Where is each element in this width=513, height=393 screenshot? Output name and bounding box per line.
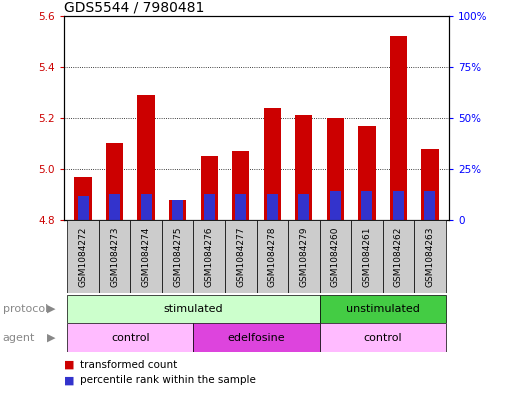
Text: ▶: ▶ — [47, 304, 56, 314]
Bar — [358, 125, 376, 220]
Bar — [172, 200, 183, 220]
Bar — [109, 193, 120, 220]
Text: GSM1084276: GSM1084276 — [205, 226, 214, 286]
Bar — [424, 191, 436, 220]
FancyBboxPatch shape — [99, 220, 130, 293]
FancyBboxPatch shape — [320, 323, 446, 352]
FancyBboxPatch shape — [414, 220, 446, 293]
Text: GSM1084279: GSM1084279 — [299, 226, 308, 286]
Text: GSM1084273: GSM1084273 — [110, 226, 119, 286]
FancyBboxPatch shape — [162, 220, 193, 293]
Bar — [77, 196, 89, 220]
FancyBboxPatch shape — [67, 220, 99, 293]
Text: GSM1084263: GSM1084263 — [425, 226, 435, 286]
FancyBboxPatch shape — [130, 220, 162, 293]
Text: transformed count: transformed count — [80, 360, 177, 370]
Bar — [295, 115, 312, 220]
Text: edelfosine: edelfosine — [228, 332, 285, 343]
FancyBboxPatch shape — [383, 220, 414, 293]
Bar — [421, 149, 439, 220]
Text: ■: ■ — [64, 375, 74, 386]
Bar — [264, 108, 281, 220]
Text: GSM1084272: GSM1084272 — [78, 226, 88, 286]
Text: unstimulated: unstimulated — [346, 304, 420, 314]
Bar — [74, 176, 92, 220]
Text: GSM1084262: GSM1084262 — [394, 226, 403, 286]
Text: control: control — [363, 332, 402, 343]
FancyBboxPatch shape — [320, 295, 446, 323]
Text: GSM1084260: GSM1084260 — [331, 226, 340, 286]
Bar — [201, 156, 218, 220]
Text: protocol: protocol — [3, 304, 48, 314]
Text: GDS5544 / 7980481: GDS5544 / 7980481 — [64, 0, 205, 15]
FancyBboxPatch shape — [320, 220, 351, 293]
Bar — [141, 193, 152, 220]
Text: GSM1084275: GSM1084275 — [173, 226, 182, 286]
Bar — [204, 193, 215, 220]
FancyBboxPatch shape — [288, 220, 320, 293]
Text: percentile rank within the sample: percentile rank within the sample — [80, 375, 255, 386]
Bar — [232, 151, 249, 220]
Text: control: control — [111, 332, 150, 343]
Text: ▶: ▶ — [47, 332, 56, 343]
FancyBboxPatch shape — [67, 323, 193, 352]
Bar — [361, 191, 372, 220]
Text: GSM1084277: GSM1084277 — [236, 226, 245, 286]
Bar — [267, 193, 278, 220]
FancyBboxPatch shape — [193, 220, 225, 293]
FancyBboxPatch shape — [256, 220, 288, 293]
Bar — [137, 95, 155, 220]
Bar — [106, 143, 123, 220]
Text: GSM1084261: GSM1084261 — [362, 226, 371, 286]
Bar — [298, 193, 309, 220]
Text: GSM1084278: GSM1084278 — [268, 226, 277, 286]
Bar — [390, 36, 407, 220]
FancyBboxPatch shape — [67, 295, 320, 323]
Text: stimulated: stimulated — [164, 304, 223, 314]
Text: GSM1084274: GSM1084274 — [142, 226, 151, 286]
FancyBboxPatch shape — [351, 220, 383, 293]
Bar — [169, 200, 186, 220]
FancyBboxPatch shape — [193, 323, 320, 352]
Text: ■: ■ — [64, 360, 74, 370]
Bar — [393, 191, 404, 220]
Bar — [330, 191, 341, 220]
Bar — [235, 193, 246, 220]
Bar — [327, 118, 344, 220]
Text: agent: agent — [3, 332, 35, 343]
FancyBboxPatch shape — [225, 220, 256, 293]
